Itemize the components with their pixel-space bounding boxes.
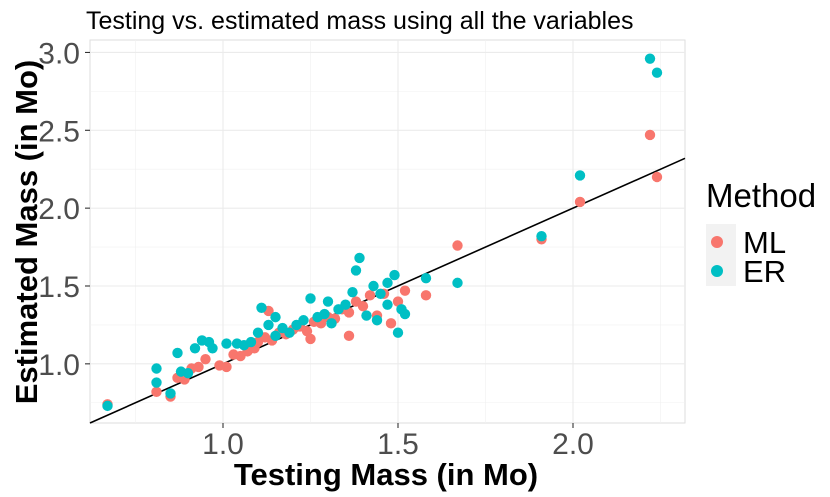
data-point-ml [399, 285, 411, 296]
data-point-er [347, 287, 358, 298]
legend-key-er [711, 265, 723, 277]
legend-label-er: ER [743, 254, 786, 289]
data-point-er [574, 170, 586, 181]
data-point-er [221, 338, 232, 349]
y-tick-label: 2.5 [38, 115, 80, 148]
data-point-er [536, 230, 547, 242]
data-point-er [389, 269, 400, 281]
data-point-ml [385, 318, 397, 329]
data-point-er [252, 327, 264, 338]
data-point-ml [151, 386, 162, 398]
data-point-ml [301, 325, 313, 337]
data-point-er [165, 388, 176, 399]
plot-panel [89, 39, 686, 424]
data-point-er [382, 299, 393, 310]
data-point-er [245, 336, 257, 348]
data-point-ml [644, 129, 656, 141]
data-point-ml [221, 361, 232, 373]
x-axis-title: Testing Mass (in Mo) [234, 457, 538, 492]
y-axis-title: Estimated Mass (in Mo) [9, 60, 44, 405]
y-tick-label: 1.5 [38, 271, 80, 304]
data-point-ml [343, 330, 355, 342]
data-point-er [305, 293, 316, 304]
x-tick-label: 2.0 [552, 428, 594, 461]
y-tick-label: 2.0 [38, 193, 80, 226]
data-point-ml [364, 290, 376, 301]
data-point-er [182, 367, 194, 379]
data-point-er [371, 315, 383, 326]
data-point-er [256, 302, 267, 313]
data-point-ml [193, 361, 204, 373]
data-point-ml [574, 196, 586, 208]
data-point-er [322, 296, 334, 307]
data-point-ml [305, 333, 316, 345]
data-point-er [263, 319, 274, 331]
data-point-ml [420, 290, 432, 301]
legend-title: Method [706, 177, 816, 214]
data-point-er [354, 252, 365, 264]
data-point-er [375, 288, 386, 299]
legend-key-background [706, 224, 736, 286]
data-point-er [151, 363, 162, 374]
data-point-er [270, 330, 281, 342]
data-point-er [361, 310, 372, 321]
data-point-er [452, 277, 463, 289]
data-point-er [284, 327, 295, 338]
data-point-er [298, 315, 309, 326]
data-point-ml [651, 171, 663, 183]
y-tick-label: 1.0 [38, 349, 80, 382]
data-point-er [420, 273, 432, 284]
data-point-er [340, 299, 351, 310]
data-point-er [399, 308, 411, 320]
data-point-er [172, 347, 183, 359]
data-point-er [392, 327, 404, 338]
data-point-ml [392, 296, 404, 307]
data-point-er [350, 265, 362, 276]
legend-key-ml [711, 236, 723, 248]
data-point-ml [452, 240, 463, 251]
y-tick-label: 3.0 [38, 37, 80, 70]
chart-title: Testing vs. estimated mass using all the… [86, 7, 633, 35]
data-point-ml [200, 353, 211, 365]
data-point-ml [357, 301, 369, 312]
data-point-er [651, 67, 663, 78]
data-point-er [382, 277, 393, 289]
data-point-er [189, 343, 201, 354]
data-point-er [270, 311, 281, 323]
x-tick-label: 1.0 [202, 428, 244, 461]
data-point-er [368, 280, 379, 292]
data-point-er [644, 53, 656, 64]
data-point-ml [343, 307, 355, 318]
data-point-er [207, 343, 218, 354]
data-point-er [102, 400, 113, 412]
data-point-er [326, 318, 337, 329]
data-points [102, 53, 663, 412]
data-point-er [319, 308, 330, 320]
legend-label-ml: ML [743, 225, 786, 260]
x-tick-label: 1.5 [377, 428, 419, 461]
axis-ticks: 1.0 1.5 2.0 1.0 1.5 2.0 2.5 3.0 [38, 37, 594, 461]
data-point-er [151, 377, 162, 388]
